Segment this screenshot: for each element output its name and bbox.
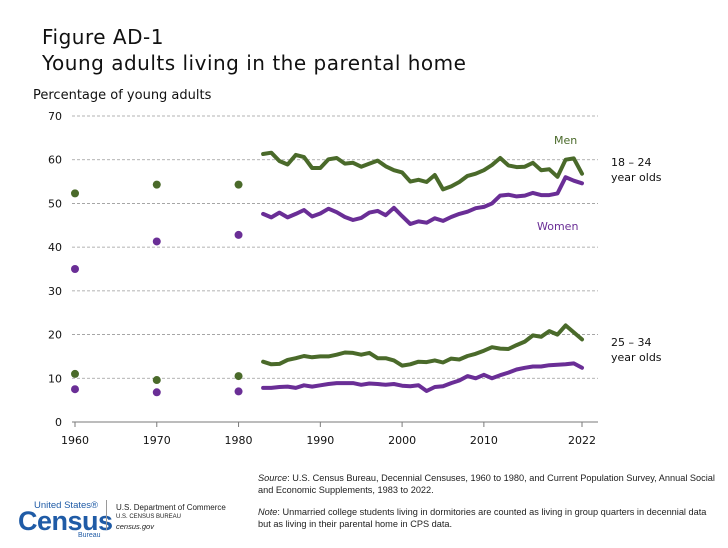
data-point-men-25-34 (71, 369, 79, 378)
line-chart: 0 10 20 30 40 50 60 70 1960 1970 1980 1990 2000 2010… (48, 110, 662, 447)
source-text: : U.S. Census Bureau, Decennial Censuses… (258, 473, 715, 495)
bureau-name: U.S. CENSUS BUREAU (116, 514, 182, 520)
logo-bottom-text: Bureau (78, 532, 101, 539)
x-tick-label: 1990 (306, 434, 334, 447)
figure-heading: Young adults living in the parental home (42, 51, 467, 75)
annotation-layer: Men Women 18 – 24 year olds 25 – 34 year… (537, 134, 662, 364)
y-tick-label: 40 (48, 241, 62, 254)
x-tick-label: 2000 (388, 434, 416, 447)
census-logo: United States® Census Bureau (18, 500, 113, 540)
logo-main-text: Census (18, 506, 113, 536)
age-group-18-24-line2: year olds (611, 171, 662, 184)
data-point-men-25-34 (152, 376, 161, 385)
y-tick-label: 10 (48, 372, 62, 385)
department-name: U.S. Department of Commerce (116, 503, 226, 512)
data-point-men-25-34 (234, 372, 243, 381)
series-line-women-18-24 (261, 175, 584, 226)
women-label: Women (537, 220, 578, 233)
note-text: : Unmarried college students living in d… (258, 507, 707, 529)
source-notes: Source: U.S. Census Bureau, Decennial Ce… (258, 472, 718, 540)
data-point-women-18-24 (71, 265, 79, 273)
data-point-men-18-24 (71, 189, 79, 198)
note-line: Note: Unmarried college students living … (258, 506, 718, 530)
y-tick-label: 50 (48, 197, 62, 210)
x-tick-label: 2022 (568, 434, 596, 447)
x-tick-label: 2010 (470, 434, 498, 447)
y-axis-label: Percentage of young adults (33, 88, 212, 103)
age-group-25-34-line2: year olds (611, 351, 662, 364)
y-tick-label: 20 (48, 329, 62, 342)
data-point-women-25-34 (71, 385, 79, 394)
website-text: census.gov (116, 522, 154, 531)
x-tick-labels: 1960 1970 1980 1990 2000 2010 2022 (61, 434, 596, 447)
men-label: Men (554, 134, 577, 147)
series-line-men-25-34 (261, 323, 584, 368)
age-group-25-34-line1: 25 – 34 (611, 336, 652, 349)
source-line: Source: U.S. Census Bureau, Decennial Ce… (258, 472, 718, 496)
x-tick-label: 1970 (143, 434, 171, 447)
logo-divider (106, 500, 107, 530)
department-block: U.S. Department of Commerce U.S. CENSUS … (116, 503, 226, 532)
y-tick-label: 30 (48, 285, 62, 298)
data-point-women-18-24 (234, 230, 243, 239)
x-tick-label: 1960 (61, 434, 89, 447)
data-point-women-25-34 (152, 388, 161, 397)
data-point-women-25-34 (234, 387, 243, 396)
x-tick-label: 1980 (225, 434, 253, 447)
y-tick-label: 0 (55, 416, 62, 429)
figure-title: Figure AD-1 Young adults living in the p… (42, 24, 466, 76)
y-tick-label: 70 (48, 110, 62, 123)
series-line-men-18-24 (261, 150, 584, 192)
source-label: Source (258, 473, 288, 483)
gridlines (72, 115, 598, 427)
age-group-18-24-line1: 18 – 24 (611, 156, 652, 169)
y-tick-labels: 0 10 20 30 40 50 60 70 (48, 110, 62, 429)
note-label: Note (258, 507, 278, 517)
data-point-men-18-24 (234, 180, 243, 189)
series-line-women-25-34 (261, 361, 584, 393)
logo-top-text: United States® (34, 500, 99, 511)
y-tick-label: 60 (48, 154, 62, 167)
figure-number: Figure AD-1 (42, 25, 164, 49)
series-layer (71, 150, 584, 397)
data-point-women-18-24 (152, 237, 161, 246)
data-point-men-18-24 (152, 180, 161, 189)
